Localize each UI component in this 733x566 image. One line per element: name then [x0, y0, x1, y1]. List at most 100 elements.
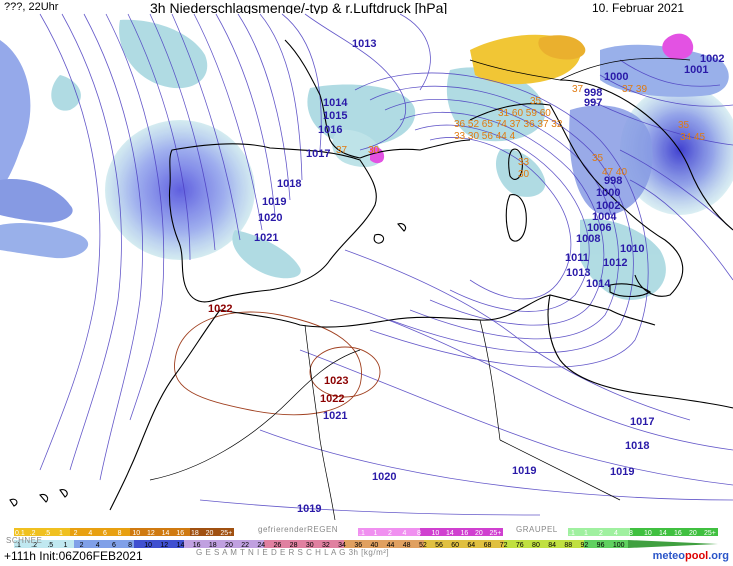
snow-scale-tick: 16	[176, 530, 184, 537]
total-scale-tick: 100	[613, 542, 625, 549]
isobar-label: 1019	[297, 503, 321, 515]
freezing-scale-tick: 10	[432, 530, 440, 537]
total-scale-tick: 30	[306, 542, 314, 549]
total-scale-tick: 68	[484, 542, 492, 549]
freezing-scale-tick: 16	[461, 530, 469, 537]
isobar-label: 1017	[306, 148, 330, 160]
valid-time-label: ???, 22Uhr	[4, 1, 59, 13]
precip-value-label: 37	[572, 84, 584, 95]
italy-precip-core	[620, 85, 733, 215]
logo-main: meteo	[652, 550, 685, 562]
total-scale-tick: 12	[160, 542, 168, 549]
total-scale-tick: 8	[128, 542, 132, 549]
isobar-label: 1021	[254, 232, 278, 244]
snow-legend-label: SCHNEE	[6, 536, 43, 545]
isobar-label: 1014	[323, 97, 348, 109]
graupel-scale-tick: 16	[674, 530, 682, 537]
total-scale-tick: 32	[322, 542, 330, 549]
freezing-scale-tick: 20	[475, 530, 483, 537]
total-scale-tick: 24	[257, 542, 265, 549]
freezing-scale-tick: 8	[417, 530, 421, 537]
freezing-scale-tick: 14	[446, 530, 454, 537]
freezing-rain-legend-label: gefrierenderREGEN	[258, 525, 339, 534]
total-scale-tick: 26	[274, 542, 282, 549]
total-scale-tick: .5	[47, 542, 53, 549]
snow-scale-tick: 0.1	[15, 530, 25, 537]
precip-value-label: 47 40	[602, 167, 627, 178]
isobar-label: 1000	[596, 187, 620, 199]
map-title: 3h Niederschlagsmenge/-typ & r.Luftdruck…	[150, 0, 448, 16]
graupel-scale-tick: 4	[614, 530, 618, 537]
snow-scale-tick: 25+	[220, 530, 232, 537]
isobar-label: 1000	[604, 71, 628, 83]
isobar-label: 998	[584, 87, 602, 99]
total-scale-tick: 22	[241, 542, 249, 549]
coastline-layer	[9, 39, 733, 521]
model-run-label: +111h Init:06Z06FEB2021	[4, 549, 143, 563]
isobar-label: 1010	[620, 243, 644, 255]
high-pressure-isobars	[174, 311, 381, 416]
snow-scale-tick: 18	[191, 530, 199, 537]
isobar-label: 1016	[318, 124, 342, 136]
meteopool-logo[interactable]: meteopool.org	[653, 550, 729, 562]
isobar-label: 1004	[592, 211, 617, 223]
isobar-label: 1002	[700, 53, 724, 65]
isobar-label: 1013	[352, 38, 376, 50]
total-scale-tick: 44	[387, 542, 395, 549]
total-scale-tick: 10	[144, 542, 152, 549]
total-scale-tick: 20	[225, 542, 233, 549]
total-scale-tick: 2	[80, 542, 84, 549]
graupel-scale-tick: 25+	[704, 530, 716, 537]
total-scale-tick: 92	[581, 542, 589, 549]
precip-value-label: 30	[518, 169, 530, 180]
isobar-label: 1014	[586, 278, 611, 290]
total-scale-tick: 28	[290, 542, 298, 549]
snow-scale-tick: 4	[88, 530, 92, 537]
isobar-label: 997	[584, 97, 602, 109]
precip-value-label: 35	[592, 153, 604, 164]
precip-value-label: 35	[530, 96, 542, 107]
precip-value-label: 31 60 59 60	[498, 108, 551, 119]
snow-scale-tick: 8	[118, 530, 122, 537]
high-isobar-label: 1023	[324, 375, 348, 387]
total-scale-tick: 40	[370, 542, 378, 549]
isobar-label: 1015	[323, 110, 347, 122]
graupel-legend-label: GRAUPEL	[516, 525, 558, 534]
precip-value-label: 30	[368, 145, 380, 156]
isobar-label: 1018	[625, 440, 649, 452]
graupel-scale-tick: 14	[659, 530, 667, 537]
total-scale-tick: 1	[63, 542, 67, 549]
snow-scale-tick: .2	[30, 530, 36, 537]
total-scale-tick: 84	[548, 542, 556, 549]
graupel-scale-tick: 1	[584, 530, 588, 537]
iberia-precip-core	[105, 120, 255, 260]
total-scale-tick: 52	[419, 542, 427, 549]
isobar-label: 1008	[576, 233, 600, 245]
logo-accent: pool	[685, 550, 709, 562]
freezing-scale-tick: 1	[374, 530, 378, 537]
isobar-label: 1002	[596, 200, 620, 212]
isobar-label: 1012	[603, 257, 627, 269]
total-scale-tick: 60	[451, 542, 459, 549]
isobar-label: 1011	[565, 252, 589, 264]
total-scale-tick: 14	[177, 542, 185, 549]
isobar-lines	[39, 13, 733, 516]
total-scale-tick: 72	[500, 542, 508, 549]
freezing-scale-tick: 4	[403, 530, 407, 537]
total-scale-tick: .2	[31, 542, 37, 549]
total-scale-tick: 48	[403, 542, 411, 549]
total-scale-tick: 80	[532, 542, 540, 549]
total-scale-tick: 76	[516, 542, 524, 549]
total-scale-tick: 36	[354, 542, 362, 549]
logo-tld: .org	[708, 550, 729, 562]
total-scale-tick: 6	[112, 542, 116, 549]
precip-value-label: 33 30 56 44 4	[454, 131, 516, 142]
precipitation-layer	[0, 19, 733, 300]
isobar-label: 1001	[684, 64, 708, 76]
snow-scale-tick: 6	[103, 530, 107, 537]
total-scale-tick: 96	[597, 542, 605, 549]
snow-scale-tick: 20	[206, 530, 214, 537]
isobar-label: 1019	[262, 196, 286, 208]
